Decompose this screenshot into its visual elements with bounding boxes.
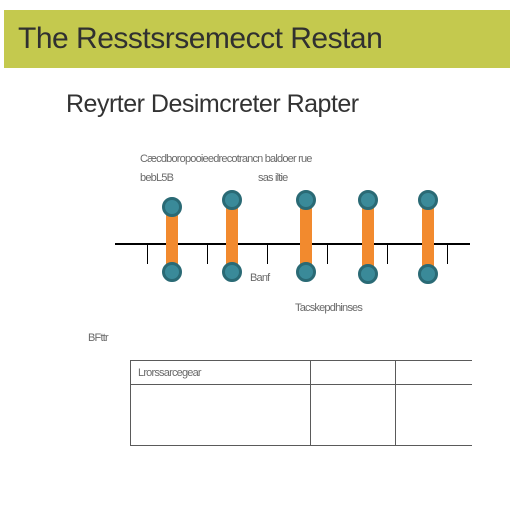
grid-line: [130, 445, 472, 446]
marker-dot-bottom: [162, 262, 182, 282]
timeline-tick: [447, 243, 448, 264]
grid-line: [310, 360, 311, 445]
marker-dot-bottom: [222, 262, 242, 282]
marker-dot-bottom: [418, 264, 438, 284]
timeline-tick: [207, 243, 208, 264]
marker-bar: [300, 200, 312, 270]
title-text: The Resstsrsemecct Restan: [18, 22, 382, 56]
grid-line: [130, 384, 472, 385]
marker-dot-top: [418, 190, 438, 210]
marker-dot-top: [296, 190, 316, 210]
marker-bar: [226, 200, 238, 270]
marker-dot-top: [358, 190, 378, 210]
timeline-marker: [357, 0, 379, 300]
timeline-tick: [147, 243, 148, 264]
timeline-tick: [387, 243, 388, 264]
marker-bar: [166, 208, 178, 270]
caption-top-c: sas iltie: [258, 172, 287, 184]
left-axis-label: BFttr: [88, 332, 108, 344]
table-y-label: Lrorssarcegear: [138, 367, 201, 379]
marker-dot-bottom: [358, 264, 378, 284]
timeline-marker: [221, 0, 243, 300]
grid-line: [130, 360, 472, 361]
marker-dot-bottom: [296, 262, 316, 282]
marker-bar: [422, 200, 434, 272]
timeline-marker: [161, 0, 183, 300]
marker-bar: [362, 200, 374, 272]
timeline-tick: [327, 243, 328, 264]
marker-dot-top: [162, 197, 182, 217]
grid-line: [130, 360, 131, 445]
timeline-marker: [417, 0, 439, 300]
caption-mid-a: Banf: [250, 272, 269, 284]
timeline-tick: [267, 243, 268, 264]
marker-dot-top: [222, 190, 242, 210]
grid-line: [395, 360, 396, 445]
caption-mid-b: Tacskepdhinses: [295, 302, 362, 314]
timeline-marker: [295, 0, 317, 300]
